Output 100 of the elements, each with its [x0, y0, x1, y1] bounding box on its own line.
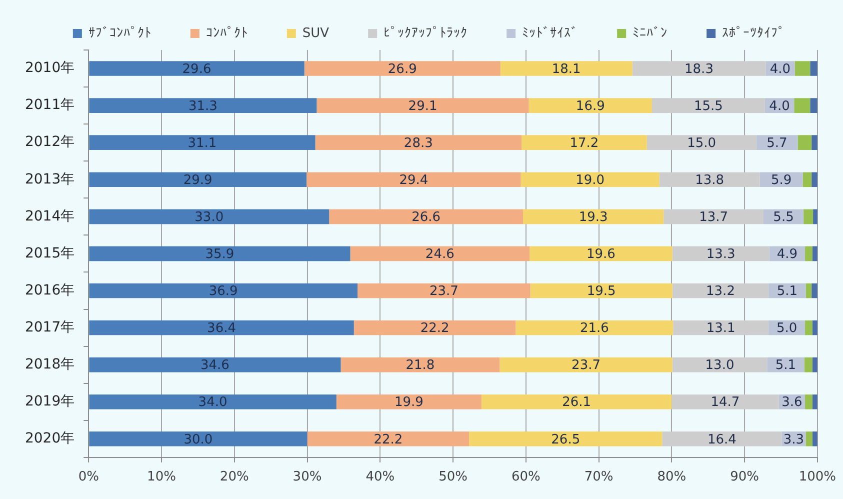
bar: [810, 61, 818, 76]
bar: [89, 357, 341, 372]
data-label: 5.5: [773, 210, 794, 226]
y-tick-label: 2016年: [24, 282, 75, 298]
data-label: 26.1: [562, 395, 592, 410]
bar: [316, 98, 529, 113]
data-label: 13.8: [695, 173, 724, 188]
bar: [812, 172, 818, 188]
bar: [520, 172, 660, 188]
bar: [306, 172, 521, 188]
bar: [806, 283, 812, 298]
bar: [89, 135, 316, 150]
bar: [522, 209, 664, 224]
bar: [89, 209, 330, 224]
y-tick-label: 2019年: [24, 393, 75, 410]
data-label: 19.3: [578, 210, 608, 226]
bar: [89, 172, 307, 188]
data-label: 18.1: [552, 62, 581, 77]
data-label: 4.0: [770, 62, 791, 77]
bar: [805, 320, 812, 336]
data-label: 24.6: [425, 247, 454, 262]
data-label: 22.2: [420, 321, 450, 336]
legend-label: ﾐﾆﾊﾞﾝ: [632, 26, 668, 41]
y-tick-label: 2012年: [24, 134, 75, 150]
legend-label: SUV: [302, 26, 330, 41]
bar: [329, 209, 523, 224]
legend-label: ﾐｯﾄﾞｻｲｽﾞ: [522, 26, 578, 41]
legend-label: ﾋﾟｯｸｱｯﾌﾟﾄﾗｯｸ: [384, 26, 468, 41]
bar: [89, 283, 358, 298]
bar: [315, 135, 522, 150]
data-label: 23.7: [429, 284, 458, 300]
bar: [794, 61, 810, 76]
bar: [336, 394, 482, 410]
data-label: 23.7: [572, 358, 601, 374]
bar: [802, 172, 812, 188]
y-tick-label: 2011年: [24, 97, 75, 114]
x-tick-label: 100%: [798, 470, 836, 485]
bar: [354, 320, 516, 336]
bar: [672, 394, 779, 410]
data-label: 13.2: [706, 284, 735, 300]
bar: [516, 320, 674, 336]
data-label: 19.0: [576, 173, 605, 188]
data-label: 26.5: [551, 432, 580, 448]
bar: [805, 246, 812, 262]
bar: [89, 431, 308, 446]
bar: [805, 394, 812, 410]
bar: [632, 61, 766, 76]
data-label: 13.0: [705, 358, 734, 374]
y-tick-label: 2010年: [24, 60, 75, 76]
data-label: 13.1: [706, 321, 736, 336]
bar: [89, 98, 317, 113]
data-label: 3.3: [783, 432, 804, 448]
bar: [89, 394, 336, 410]
bar: [673, 320, 769, 336]
bar: [672, 283, 769, 298]
data-label: 29.4: [399, 173, 428, 188]
bar: [89, 320, 354, 336]
data-label: 19.6: [586, 247, 616, 262]
x-tick-label: 80%: [657, 470, 686, 485]
x-tick-label: 0%: [78, 470, 99, 485]
x-tick-label: 70%: [584, 470, 614, 485]
data-label: 31.3: [188, 98, 218, 114]
data-label: 16.4: [707, 432, 736, 448]
y-tick-label: 2014年: [24, 208, 75, 224]
data-label: 15.0: [687, 136, 716, 151]
data-label: 36.9: [208, 284, 238, 300]
legend-label: ｻﾌﾞｺﾝﾊﾟｸﾄ: [88, 26, 152, 41]
bar: [804, 357, 812, 372]
bar: [659, 172, 760, 188]
x-tick-label: 10%: [147, 470, 176, 485]
data-label: 14.7: [710, 395, 740, 410]
bar: [672, 357, 768, 372]
bar: [500, 61, 632, 76]
legend-label: ｺﾝﾊﾟｸﾄ: [206, 26, 248, 41]
data-label: 17.2: [570, 136, 599, 151]
data-label: 3.6: [782, 395, 802, 410]
data-label: 4.9: [776, 247, 798, 262]
data-label: 5.1: [776, 284, 798, 300]
bar: [804, 209, 814, 224]
data-label: 5.1: [775, 358, 796, 374]
bar: [798, 135, 812, 150]
data-label: 33.0: [194, 210, 224, 226]
bar: [812, 135, 818, 150]
data-label: 21.6: [580, 321, 609, 336]
x-tick-label: 90%: [730, 470, 759, 485]
bar: [756, 135, 798, 150]
data-label: 29.9: [183, 173, 212, 188]
bar: [89, 246, 350, 262]
bar: [806, 431, 812, 446]
data-label: 29.1: [408, 98, 438, 114]
bar: [664, 209, 764, 224]
data-label: 4.0: [769, 98, 790, 114]
data-label: 19.5: [586, 284, 616, 300]
data-label: 34.0: [198, 395, 228, 410]
data-label: 15.5: [694, 98, 723, 114]
data-label: 5.0: [776, 321, 798, 336]
bar: [530, 246, 672, 262]
bar: [813, 209, 818, 224]
bar: [350, 246, 530, 262]
bar: [652, 98, 765, 113]
